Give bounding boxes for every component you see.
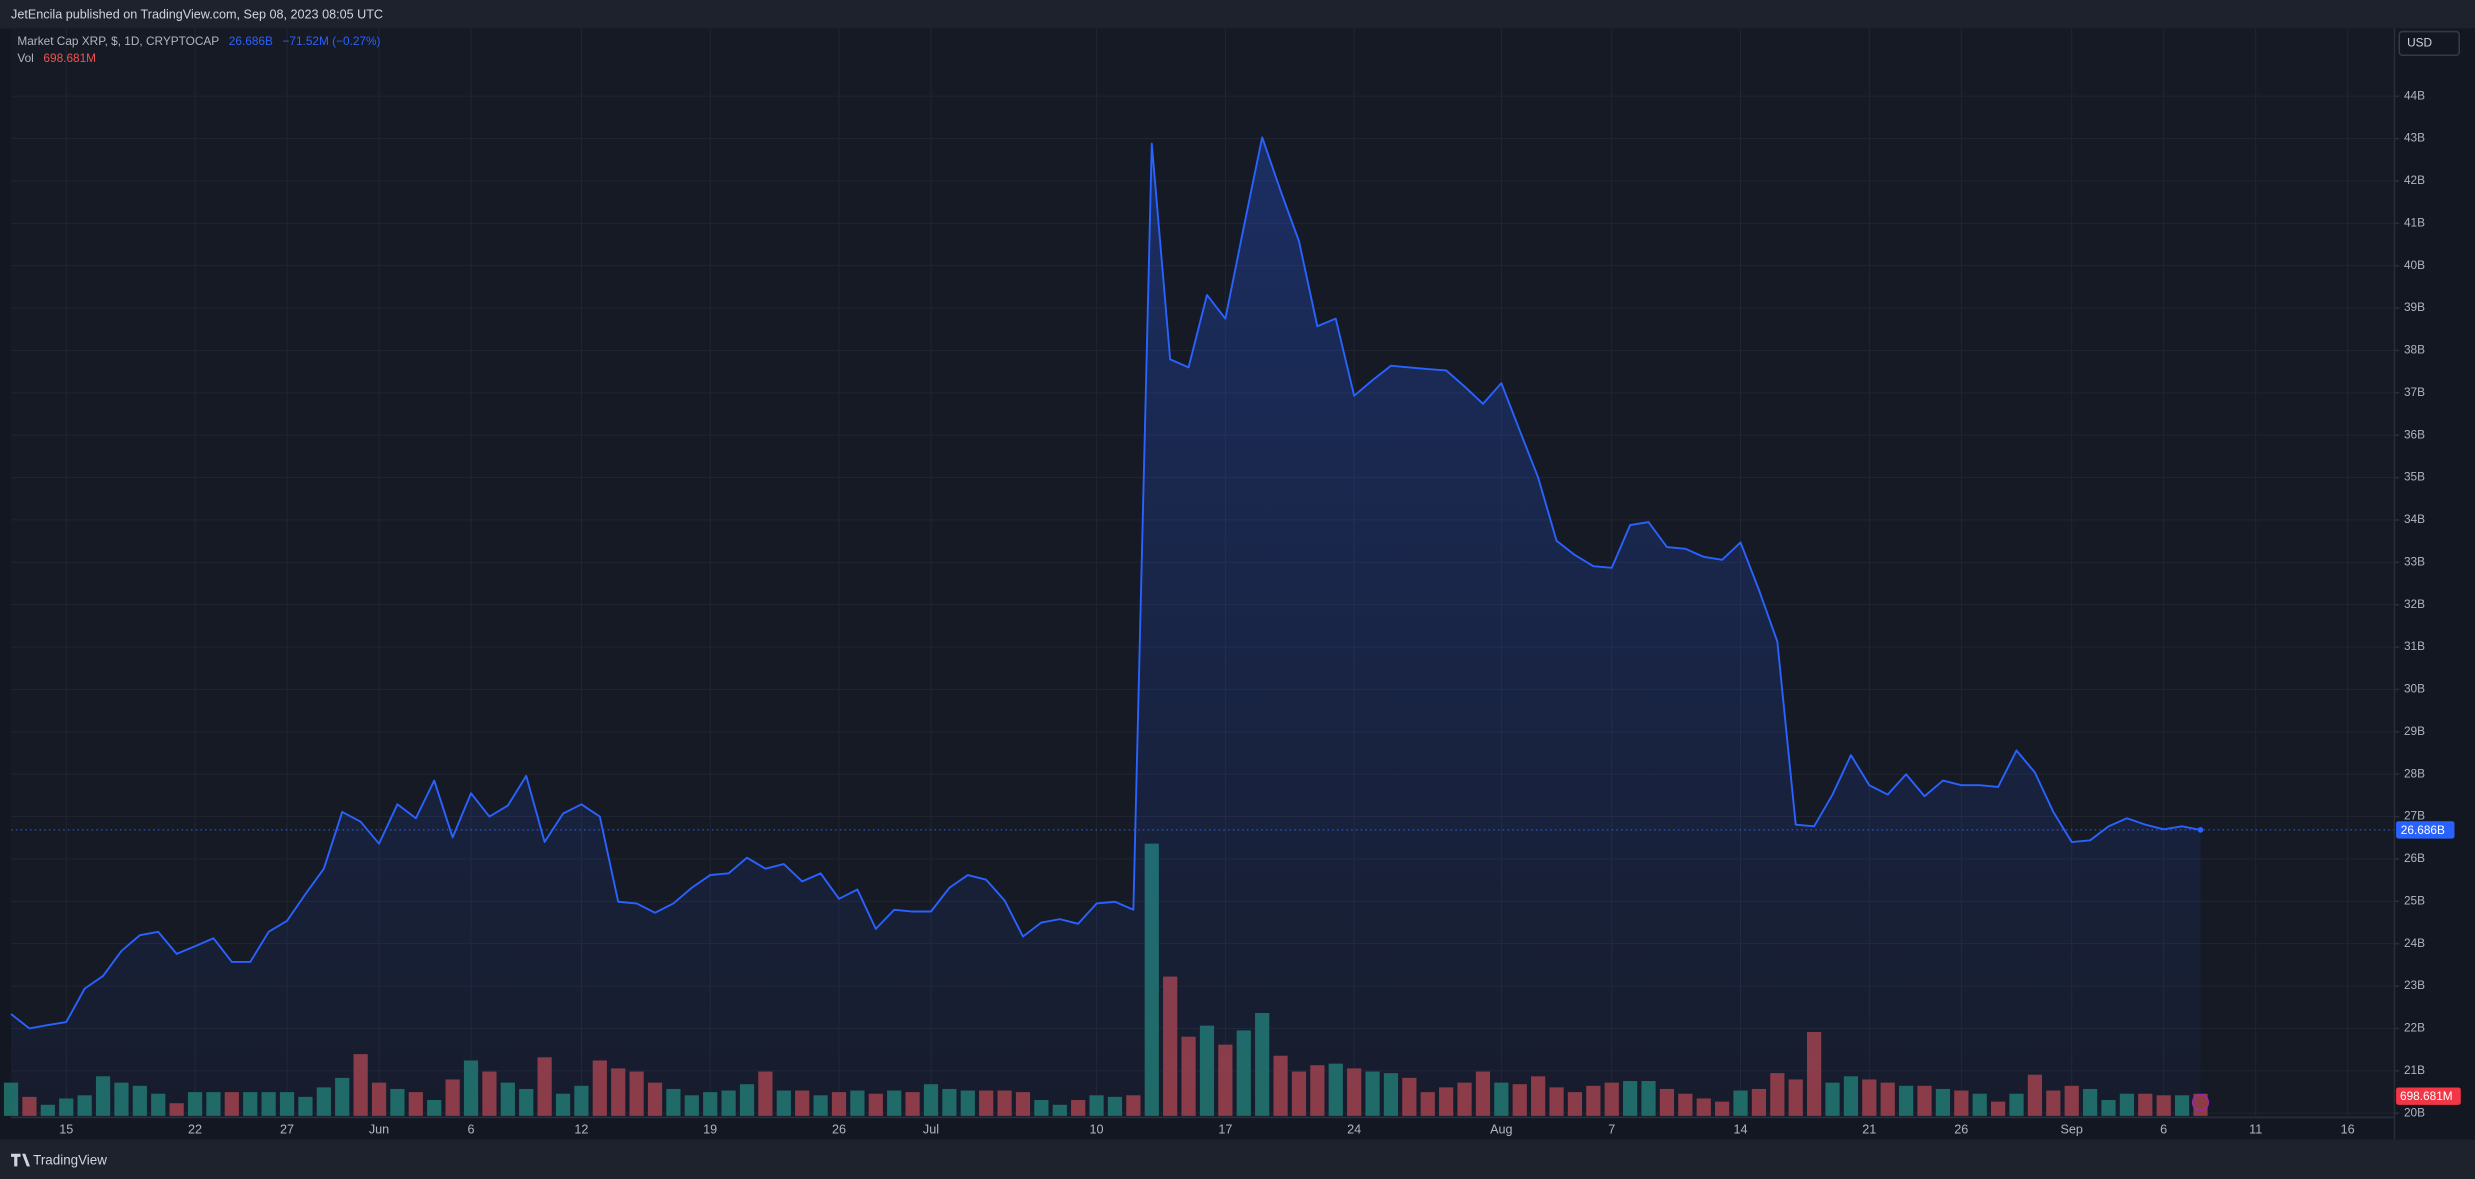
- y-tick-label: 27B: [2404, 809, 2425, 823]
- y-tick-label: 32B: [2404, 597, 2425, 611]
- last-price-tag: [2396, 821, 2455, 839]
- price-line: [10, 136, 2201, 1030]
- x-tick-label: 26: [832, 1122, 846, 1136]
- y-tick-label: 29B: [2404, 724, 2425, 738]
- last-vol-tag: [2396, 1087, 2461, 1105]
- legend-change: −71.52M (−0.27%): [282, 34, 380, 48]
- last-price-label: 26.686B: [2401, 823, 2445, 837]
- y-tick-label: 21B: [2404, 1063, 2425, 1077]
- x-tick-label: 6: [468, 1122, 475, 1136]
- y-tick-label: 42B: [2404, 173, 2425, 187]
- y-tick-label: 41B: [2404, 215, 2425, 229]
- y-tick-label: 37B: [2404, 385, 2425, 399]
- x-tick-label: 11: [2249, 1122, 2262, 1136]
- last-point: [2197, 827, 2204, 833]
- legend-vol-name: Vol: [17, 51, 33, 65]
- y-tick-label: 22B: [2404, 1021, 2425, 1035]
- axes: 20B 21B 22B 23B 24B 25B 26B 27B 28B 29B 30B 31B 32B 3…: [59, 88, 2461, 1136]
- x-tick-label: Sep: [2060, 1122, 2082, 1136]
- x-tick-label: 16: [2341, 1122, 2355, 1136]
- y-tick-label: 39B: [2404, 300, 2425, 314]
- y-tick-label: 20B: [2404, 1105, 2425, 1119]
- y-tick-label: 28B: [2404, 766, 2425, 780]
- currency[interactable]: USD: [2407, 36, 2432, 50]
- y-tick-label: 44B: [2404, 88, 2425, 102]
- x-tick-label: 19: [703, 1122, 717, 1136]
- x-tick-label: 15: [59, 1122, 73, 1136]
- x-tick-label: 7: [1608, 1122, 1615, 1136]
- x-tick-label: 17: [1218, 1122, 1232, 1136]
- x-tick-label: 24: [1347, 1122, 1361, 1136]
- y-tick-label: 24B: [2404, 936, 2425, 950]
- x-tick-label: 14: [1734, 1122, 1748, 1136]
- x-tick-label: 6: [2160, 1122, 2167, 1136]
- main-series: [10, 136, 2395, 1118]
- currency-button[interactable]: [2398, 30, 2461, 57]
- footer-brand: TradingView: [33, 1152, 107, 1167]
- x-tick-label: 10: [1090, 1122, 1104, 1136]
- y-tick-label: 26B: [2404, 851, 2425, 865]
- logo: [11, 1153, 30, 1167]
- y-tick-label: 33B: [2404, 554, 2425, 568]
- x-tick-label: Aug: [1490, 1122, 1512, 1136]
- y-tick-label: 31B: [2404, 639, 2425, 653]
- y-tick-label: 34B: [2404, 512, 2425, 526]
- y-tick-label: 40B: [2404, 258, 2425, 272]
- y-tick-label: 30B: [2404, 682, 2425, 696]
- legend-vol-last: 698.681M: [43, 51, 96, 65]
- publisher: JetEncila published on TradingView.com, …: [11, 7, 383, 21]
- x-tick-label: 27: [280, 1122, 294, 1136]
- legend: Market Cap XRP, $, 1D, CRYPTOCAP 26.686B…: [17, 34, 380, 48]
- y-tick-label: 23B: [2404, 978, 2425, 992]
- x-tick-label: Jun: [369, 1122, 389, 1136]
- x-tick-label: Jul: [923, 1122, 939, 1136]
- legend-series: Market Cap XRP, $, 1D, CRYPTOCAP: [17, 34, 219, 48]
- y-tick-label: 38B: [2404, 343, 2425, 357]
- legend-vol: Vol 698.681M: [17, 51, 96, 65]
- area-fill: [11, 137, 2201, 1118]
- price-axis: [2394, 28, 2475, 1140]
- legend-last: 26.686B: [229, 34, 273, 48]
- y-tick-label: 35B: [2404, 470, 2425, 484]
- x-tick-label: 26: [1954, 1122, 1968, 1136]
- last-vol-label: 698.681M: [2400, 1089, 2453, 1103]
- x-tick-label: 12: [574, 1122, 588, 1136]
- y-tick-label: 25B: [2404, 893, 2425, 907]
- y-tick-label: 43B: [2404, 131, 2425, 145]
- x-tick-label: 22: [188, 1122, 202, 1136]
- footer-bar: [0, 1139, 2475, 1179]
- y-tick-label: 36B: [2404, 427, 2425, 441]
- x-tick-label: 21: [1862, 1122, 1876, 1136]
- header-bar: [0, 0, 2475, 29]
